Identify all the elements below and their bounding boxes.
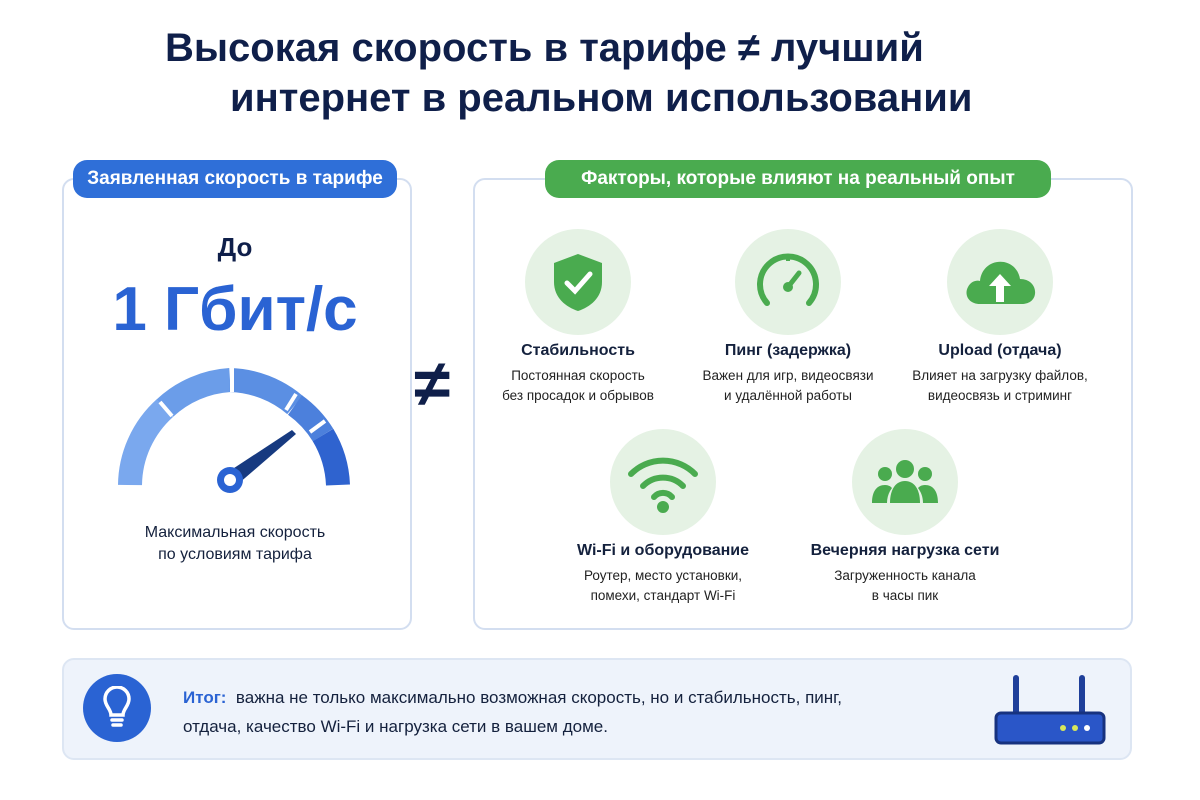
- summary-line-2: отдача, качество Wi-Fi и нагрузка сети в…: [183, 717, 608, 736]
- title-line-2: интернет в реальном использовании: [230, 76, 973, 120]
- speedometer-icon: [118, 366, 350, 493]
- desc-line: и удалённой работы: [724, 388, 852, 403]
- router-icon: [994, 675, 1106, 745]
- gauge-icon: [735, 229, 841, 335]
- desc-line: в часы пик: [871, 588, 939, 603]
- desc-line: Загруженность канала: [834, 568, 976, 583]
- factor-title: Вечерняя нагрузка сети: [810, 542, 1000, 559]
- desc-line: видеосвязь и стриминг: [927, 388, 1073, 403]
- lightbulb-icon: [83, 674, 151, 742]
- cloud-upload-icon: [947, 229, 1053, 335]
- desc-line: помехи, стандарт Wi-Fi: [590, 588, 736, 603]
- factor-title: Upload (отдача): [938, 342, 1062, 359]
- factor-desc: Загруженность канала в часы пик: [785, 566, 1025, 606]
- factors-badge: Факторы, которые влияют на реальный опыт: [545, 160, 1051, 198]
- desc-line: Постоянная скорость: [511, 368, 645, 383]
- declared-speed-badge: Заявленная скорость в тарифе: [73, 160, 397, 198]
- factor-title: Пинг (задержка): [724, 342, 852, 359]
- speed-value: 1 Гбит/с: [112, 275, 358, 344]
- factor-title: Стабильность: [521, 342, 635, 359]
- caption-line-1: Максимальная скорость: [144, 524, 326, 541]
- title-line-1: Высокая скорость в тарифе ≠ лучший: [165, 26, 924, 70]
- summary-line-1: важна не только максимально возможная ск…: [235, 688, 843, 707]
- factor-desc: Важен для игр, видеосвязи и удалённой раб…: [668, 366, 908, 406]
- users-icon: [852, 429, 958, 535]
- factor-desc: Роутер, место установки, помехи, стандарт…: [543, 566, 783, 606]
- factor-desc: Влияет на загрузку файлов, видеосвязь и с…: [880, 366, 1120, 406]
- summary-label: Итог:: [183, 688, 227, 707]
- desc-line: Влияет на загрузку файлов,: [912, 368, 1088, 383]
- declared-speed-card: [62, 178, 412, 630]
- speed-prefix: До: [217, 232, 253, 262]
- shield-check-icon: [525, 229, 631, 335]
- speed-caption: Максимальная скорость по условиям тарифа: [62, 522, 408, 566]
- summary-panel: [62, 658, 1132, 760]
- wifi-icon: [610, 429, 716, 535]
- desc-line: без просадок и обрывов: [502, 388, 654, 403]
- factor-title: Wi-Fi и оборудование: [576, 542, 750, 559]
- summary-text: Итог: важна не только максимально возмож…: [183, 683, 842, 741]
- not-equal-sign: ≠: [414, 346, 451, 420]
- caption-line-2: по условиям тарифа: [158, 546, 312, 563]
- desc-line: Роутер, место установки,: [583, 568, 743, 583]
- factor-desc: Постоянная скорость без просадок и обрыво…: [458, 366, 698, 406]
- desc-line: Важен для игр, видеосвязи: [702, 368, 874, 383]
